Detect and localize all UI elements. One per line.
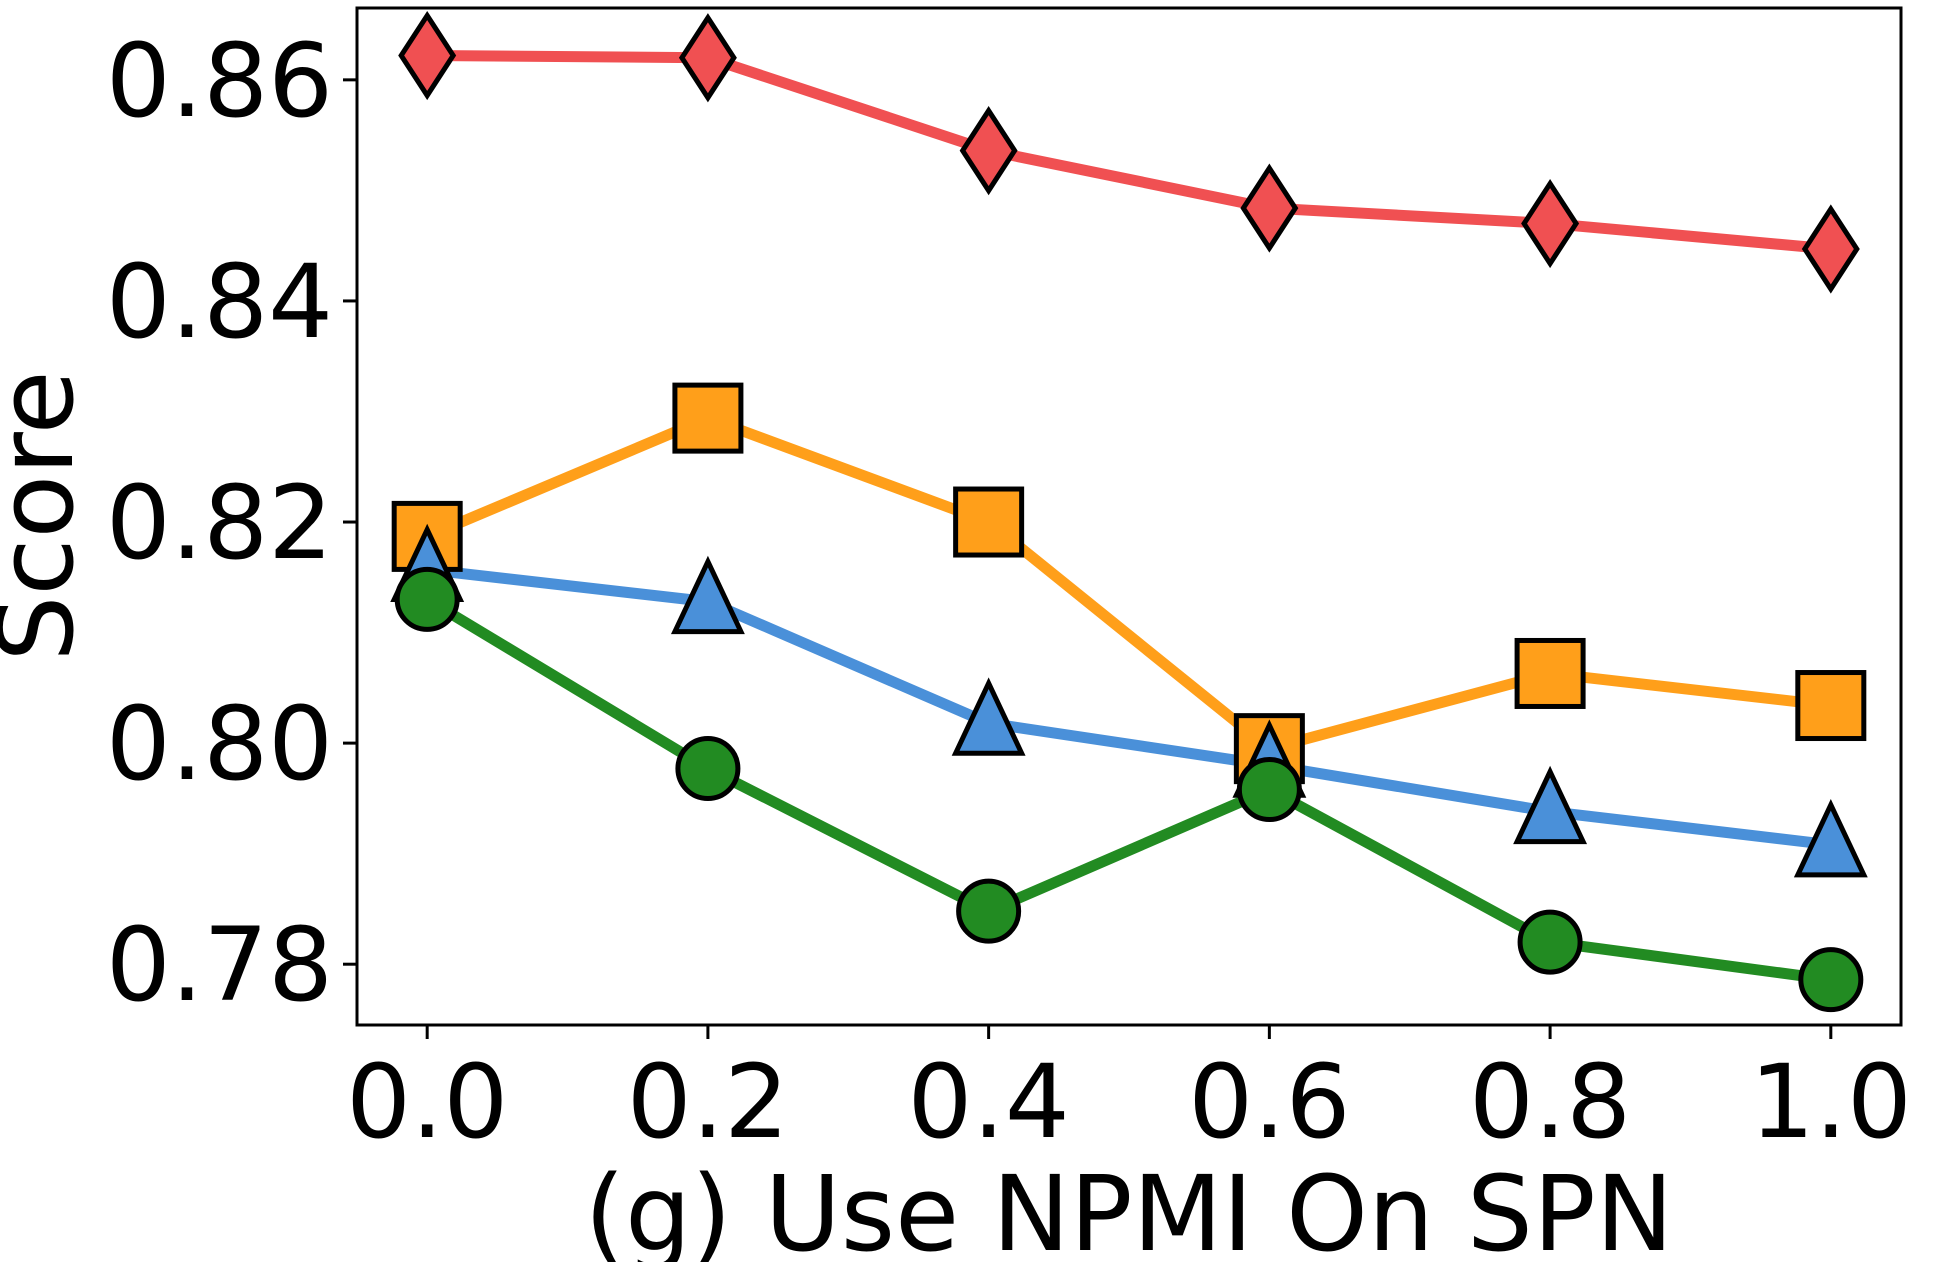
x-tick-label: 0.8 bbox=[1469, 1043, 1631, 1162]
data-point-blue-triangle bbox=[1793, 798, 1868, 878]
x-tick-label: 0.4 bbox=[908, 1043, 1070, 1162]
y-tick-label: 0.84 bbox=[106, 243, 333, 362]
series-line-green-circle bbox=[424, 594, 1832, 986]
data-point-green-circle bbox=[675, 736, 741, 802]
data-point-orange-square bbox=[1795, 670, 1867, 742]
x-axis-label: (g) Use NPMI On SPN bbox=[585, 1153, 1674, 1262]
x-tick-label: 0.2 bbox=[627, 1043, 789, 1162]
data-point-red-diamond bbox=[1240, 163, 1299, 253]
series-line-orange-square bbox=[425, 412, 1832, 755]
plot-frame bbox=[355, 6, 1903, 1027]
data-point-orange-square bbox=[672, 382, 744, 454]
y-tick-label: 0.78 bbox=[106, 906, 333, 1025]
series-line-red-diamond bbox=[427, 50, 1832, 255]
y-axis-label: Score bbox=[0, 370, 97, 661]
data-point-blue-triangle bbox=[670, 555, 745, 635]
y-tick-label: 0.82 bbox=[106, 464, 333, 583]
data-point-green-circle bbox=[394, 566, 460, 632]
x-tick-label: 0.0 bbox=[346, 1043, 508, 1162]
data-point-red-diamond bbox=[398, 10, 457, 101]
y-axis: 0.78 0.80 0.82 0.84 0.86 bbox=[106, 22, 357, 1025]
x-tick-label: 0.6 bbox=[1188, 1043, 1350, 1162]
data-point-green-circle bbox=[1798, 947, 1864, 1013]
data-point-red-diamond bbox=[678, 13, 737, 103]
data-point-red-diamond bbox=[1801, 204, 1860, 294]
data-point-blue-triangle bbox=[1513, 765, 1588, 845]
data-point-red-diamond bbox=[1521, 178, 1580, 269]
x-axis: 0.0 0.2 0.4 0.6 0.8 1.0 bbox=[346, 1025, 1912, 1162]
y-tick-label: 0.80 bbox=[106, 685, 333, 804]
series-line-blue-triangle bbox=[426, 564, 1832, 851]
data-point-orange-square bbox=[953, 486, 1025, 558]
series-lines bbox=[424, 50, 1832, 986]
data-point-orange-square bbox=[1514, 637, 1586, 709]
series-markers bbox=[390, 10, 1868, 1013]
data-point-green-circle bbox=[1236, 757, 1302, 823]
data-point-red-diamond bbox=[959, 106, 1018, 196]
data-point-green-circle bbox=[956, 878, 1022, 944]
y-tick-label: 0.86 bbox=[106, 22, 333, 141]
x-tick-label: 1.0 bbox=[1750, 1043, 1912, 1162]
data-point-blue-triangle bbox=[951, 677, 1026, 756]
data-point-green-circle bbox=[1517, 909, 1583, 975]
